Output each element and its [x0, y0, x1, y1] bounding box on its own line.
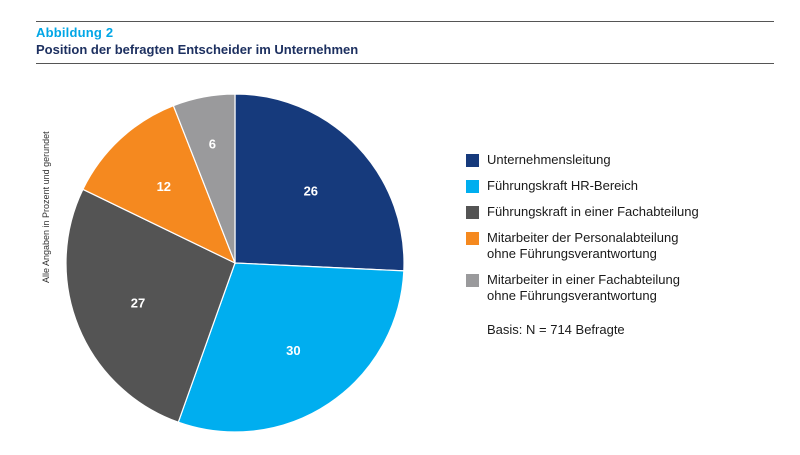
pie-slice-2 [177, 262, 405, 433]
slice-value-label-1: 26 [304, 184, 318, 199]
legend-swatch-1 [466, 154, 479, 167]
legend-item-3: Führungskraft in einer Fachabteilung [466, 204, 786, 220]
legend-label-5: Mitarbeiter in einer Fachabteilung ohne … [487, 272, 680, 303]
bottom-rule [36, 63, 774, 64]
legend-label-2: Führungskraft HR-Bereich [487, 178, 638, 193]
slice-value-label-5: 6 [209, 136, 216, 151]
legend-item-4: Mitarbeiter der Personalabteilung ohne F… [466, 230, 786, 262]
slice-value-label-2: 30 [286, 343, 300, 358]
legend-items: Unternehmensleitung Führungskraft HR-Bere… [466, 152, 786, 304]
pie-chart: 26 30 27 12 6 [65, 93, 405, 433]
top-rule [36, 21, 774, 22]
pie-slice-5 [172, 93, 236, 264]
pie-slice-4 [82, 104, 237, 265]
legend-swatch-5 [466, 274, 479, 287]
legend-item-2: Führungskraft HR-Bereich [466, 178, 786, 194]
legend-swatch-2 [466, 180, 479, 193]
basis-note: Basis: N = 714 Befragte [487, 322, 625, 337]
legend-label-1: Unternehmensleitung [487, 152, 611, 167]
figure-title: Position der befragten Entscheider im Un… [36, 42, 359, 57]
legend-swatch-3 [466, 206, 479, 219]
pie-slice-3 [65, 188, 236, 423]
legend-item-1: Unternehmensleitung [466, 152, 786, 168]
legend: Unternehmensleitung Führungskraft HR-Bere… [466, 152, 786, 337]
legend-label-3: Führungskraft in einer Fachabteilung [487, 204, 699, 219]
figure-label: Abbildung 2 [36, 25, 114, 40]
legend-label-4: Mitarbeiter der Personalabteilung ohne F… [487, 230, 679, 261]
pie-slice-1 [234, 93, 405, 272]
slice-value-label-4: 12 [157, 179, 171, 194]
legend-swatch-4 [466, 232, 479, 245]
legend-item-5: Mitarbeiter in einer Fachabteilung ohne … [466, 272, 786, 304]
slice-value-label-3: 27 [131, 296, 145, 311]
